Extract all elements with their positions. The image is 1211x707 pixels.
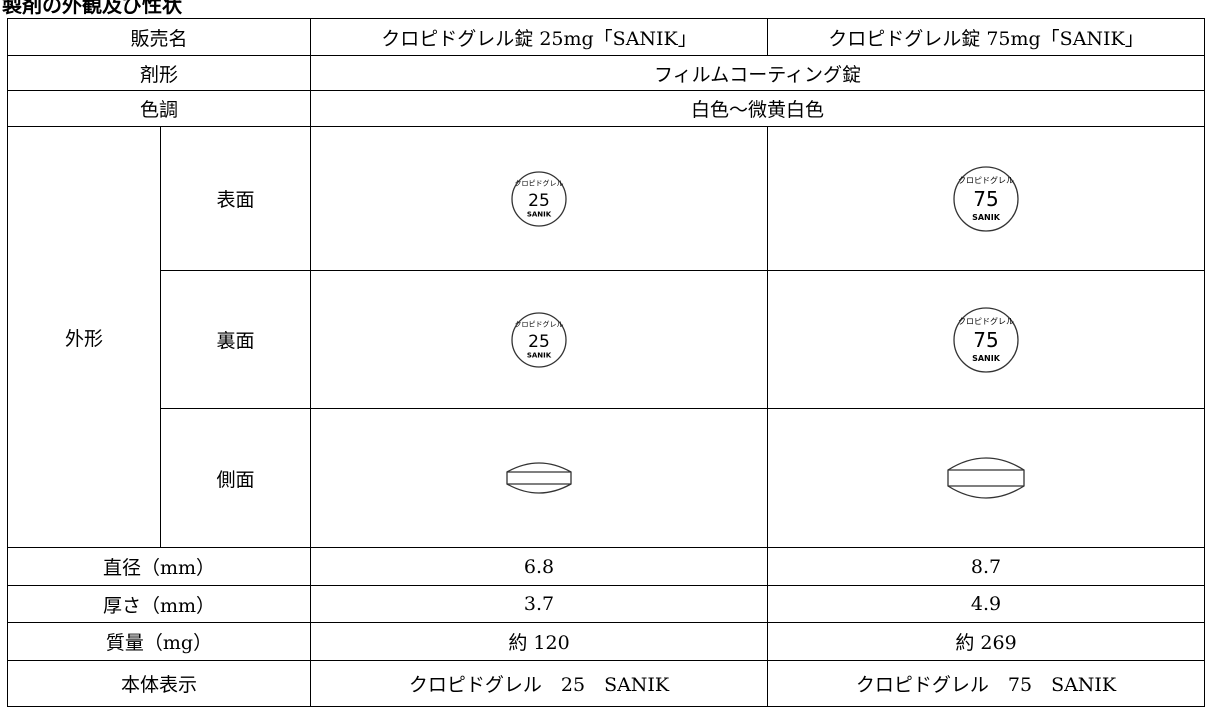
value-cell: 6.8 xyxy=(310,547,769,586)
tablet-cell: クロピドグレル 75 SANIK xyxy=(767,126,1206,271)
tablet-outline xyxy=(511,170,567,227)
label-cell: 裏面 xyxy=(159,270,312,409)
row: 直径（mm） 6.8 8.7 xyxy=(6,547,1206,586)
imprint-bottom: SANIK xyxy=(527,210,552,218)
row: 剤形 フィルムコーティング錠 xyxy=(6,55,1206,91)
label-cell: 外形 xyxy=(7,126,161,548)
label-cell: 表面 xyxy=(159,126,312,271)
value-cell: 白色～微黄白色 xyxy=(310,90,1206,127)
value-cell: クロピドグレル 25 SANIK xyxy=(310,660,769,707)
tablet-outline xyxy=(511,311,567,368)
imprint-bottom: SANIK xyxy=(972,353,1001,362)
row: 裏面 クロピドグレル 25 SANIK クロピドグレル 75 SANIK xyxy=(8,270,1206,409)
tablet-side xyxy=(947,457,1025,499)
label-cell: 剤形 xyxy=(6,55,312,91)
value-cell: フィルムコーティング錠 xyxy=(310,55,1206,91)
imprint-bottom: SANIK xyxy=(972,212,1001,221)
value-cell: 8.7 xyxy=(767,547,1206,586)
tablet-drawing xyxy=(947,457,1025,499)
label-cell: 直径（mm） xyxy=(6,547,312,586)
row: 質量（mg） 約 120 約 269 xyxy=(6,622,1206,661)
tablet-cell: クロピドグレル 25 SANIK xyxy=(310,126,769,271)
tablet-side xyxy=(506,462,572,494)
tablet-outline xyxy=(953,306,1019,373)
tablet-cell: クロピドグレル 25 SANIK xyxy=(310,270,769,409)
row: 厚さ（mm） 3.7 4.9 xyxy=(6,585,1206,623)
label-cell: 本体表示 xyxy=(6,660,312,707)
row: 本体表示 クロピドグレル 25 SANIK クロピドグレル 75 SANIK xyxy=(6,660,1206,707)
label-cell: 側面 xyxy=(159,408,312,548)
tablet-outline xyxy=(953,165,1019,232)
product-name: クロピドグレル錠 75mg「SANIK」 xyxy=(767,18,1206,56)
imprint-number: 75 xyxy=(973,328,998,352)
imprint-number: 75 xyxy=(973,187,998,211)
imprint-top: クロピドグレル xyxy=(958,175,1014,185)
value-cell: 3.7 xyxy=(310,585,769,623)
value-cell: 4.9 xyxy=(767,585,1206,623)
value-cell: クロピドグレル 75 SANIK xyxy=(767,660,1206,707)
tablet-cell: クロピドグレル 75 SANIK xyxy=(767,270,1206,409)
product-name: クロピドグレル錠 25mg「SANIK」 xyxy=(310,18,769,56)
row: 側面 xyxy=(8,408,1206,548)
spec-table: 販売名 クロピドグレル錠 25mg「SANIK」 クロピドグレル錠 75mg「S… xyxy=(6,18,1206,707)
value-cell: 約 120 xyxy=(310,622,769,661)
imprint-top: クロピドグレル xyxy=(515,178,564,187)
section-heading: 製剤の外観及び性状 xyxy=(2,0,182,17)
value-cell: 約 269 xyxy=(767,622,1206,661)
tablet-cell xyxy=(310,408,769,548)
row: 販売名 クロピドグレル錠 25mg「SANIK」 クロピドグレル錠 75mg「S… xyxy=(6,18,1206,56)
imprint-top: クロピドグレル xyxy=(958,316,1014,326)
imprint-number: 25 xyxy=(528,191,550,211)
imprint-top: クロピドグレル xyxy=(515,319,564,328)
label-cell: 質量（mg） xyxy=(6,622,312,661)
label-cell: 販売名 xyxy=(6,18,312,56)
row: 外形 表面 クロピドグレル 25 SANIK クロピドグレル 75 SANIK xyxy=(7,126,1206,548)
tablet-cell xyxy=(767,408,1206,548)
row: 色調 白色～微黄白色 xyxy=(6,90,1206,127)
imprint-bottom: SANIK xyxy=(527,351,552,359)
tablet-drawing xyxy=(506,462,572,494)
label-cell: 色調 xyxy=(6,90,312,127)
imprint-number: 25 xyxy=(528,332,550,352)
label-cell: 厚さ（mm） xyxy=(6,585,312,623)
